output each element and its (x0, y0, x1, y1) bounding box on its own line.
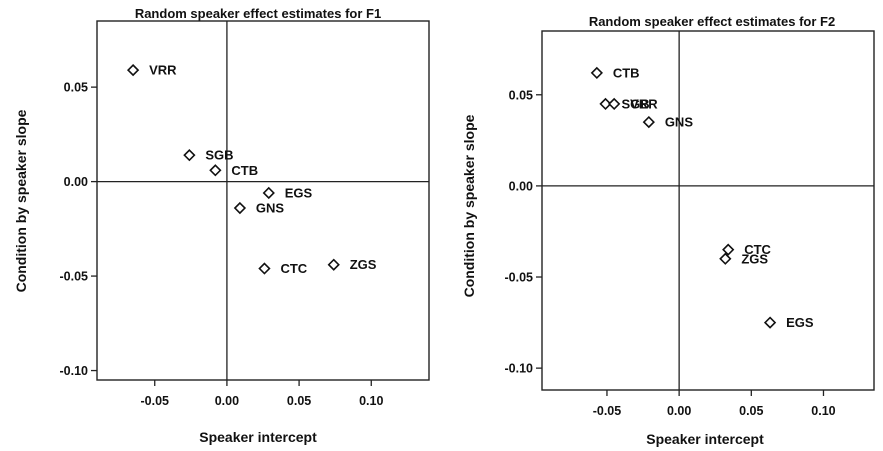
point-label-ctc: CTC (280, 261, 307, 276)
y-tick-label: 0.05 (64, 81, 88, 95)
y-tick-label: -0.05 (60, 270, 89, 284)
x-axis-label: Speaker intercept (199, 429, 317, 445)
data-point-egs (262, 186, 275, 200)
point-label-ctb: CTB (613, 65, 640, 80)
point-label-sgb: SGB (205, 148, 233, 163)
chart-f2: Random speaker effect estimates for F2 S… (461, 14, 875, 447)
data-point-ctb (590, 66, 603, 80)
data-point-sgb (183, 149, 196, 162)
point-label-ctc: CTC (744, 242, 771, 257)
x-tick-label: 0.00 (215, 394, 239, 408)
y-tick-label: -0.10 (505, 362, 534, 376)
data-point-ctc (722, 243, 735, 256)
y-tick-label: -0.05 (505, 271, 534, 285)
point-label-sgb: SGB (622, 96, 650, 111)
point-label-gns: GNS (256, 201, 285, 216)
data-point-egs (763, 316, 777, 329)
y-tick-label: -0.10 (60, 364, 89, 378)
point-label-zgs: ZGS (741, 251, 768, 266)
data-point-gns (642, 115, 655, 129)
y-tick-label: 0.00 (64, 175, 88, 189)
data-point-ctb (209, 164, 222, 177)
data-point-zgs (327, 258, 340, 271)
x-tick-label: 0.05 (739, 404, 763, 418)
x-axis-label: Speaker intercept (646, 431, 764, 447)
chart-title: Random speaker effect estimates for F1 (135, 6, 381, 21)
x-tick-label: 0.10 (811, 404, 835, 418)
x-tick-label: 0.00 (667, 404, 691, 418)
point-label-ctb: CTB (231, 163, 258, 178)
data-point-ctc (258, 262, 271, 275)
y-axis-label: Condition by speaker slope (13, 109, 29, 292)
point-label-zgs: ZGS (350, 257, 377, 272)
plot-frame (541, 30, 875, 391)
point-label-egs: EGS (285, 185, 313, 200)
point-label-vrr: VRR (149, 63, 177, 78)
data-point-vrr (608, 97, 621, 111)
x-tick-label: 0.10 (359, 394, 383, 408)
x-tick-label: -0.05 (593, 404, 622, 418)
chart-f1: Random speaker effect estimates for F1 S… (13, 6, 430, 445)
x-tick-label: -0.05 (140, 394, 169, 408)
y-axis-label: Condition by speaker slope (461, 114, 477, 297)
data-point-sgb (599, 97, 612, 111)
point-label-gns: GNS (665, 115, 694, 130)
data-point-vrr (126, 63, 140, 77)
point-label-vrr: VRR (630, 96, 658, 111)
data-point-gns (233, 201, 247, 215)
data-point-zgs (719, 252, 732, 265)
y-tick-label: 0.00 (509, 179, 533, 193)
plot-frame (96, 20, 430, 381)
x-tick-label: 0.05 (287, 394, 311, 408)
point-label-egs: EGS (786, 315, 814, 330)
y-tick-label: 0.05 (509, 88, 533, 102)
chart-title: Random speaker effect estimates for F2 (589, 14, 835, 29)
